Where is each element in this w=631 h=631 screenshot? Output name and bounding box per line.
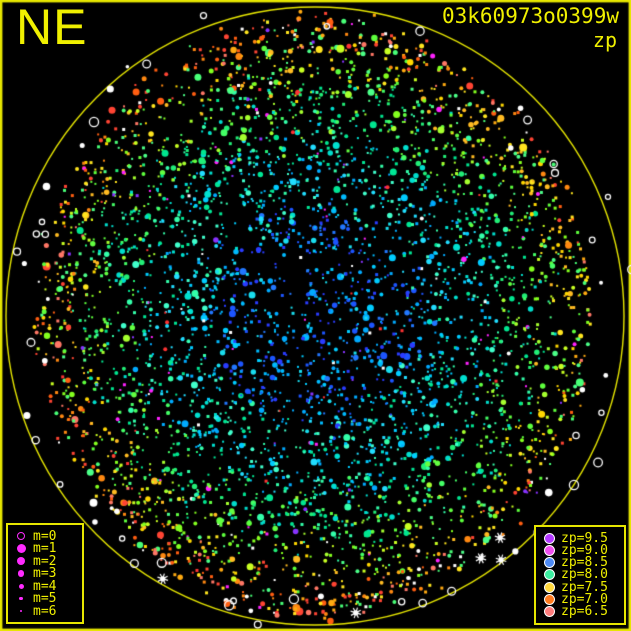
zp-legend-label: zp=7.5 [561,579,608,595]
marker-dot-icon [19,596,23,601]
orientation-label: NE [16,0,88,55]
zp-legend-row: zp=8.5 [541,555,620,571]
zp-legend-row: zp=9.0 [541,542,620,558]
zp-legend-symbol-icon [541,569,557,581]
filter-label: zp [592,28,617,52]
marker-dot-icon [20,610,22,612]
zp-legend-label: zp=9.5 [561,530,608,546]
zp-legend-row: zp=7.0 [541,592,620,608]
m-legend-row: m=2 [13,553,78,569]
zp-legend-row: zp=9.5 [541,530,620,546]
marker-dot-icon [543,581,555,593]
m-legend-label: m=6 [33,603,57,619]
zp-legend-label: zp=6.5 [561,604,608,620]
m-legend-row: m=3 [13,566,78,581]
m-legend-row: m=5 [13,591,78,606]
zp-legend-row: zp=6.5 [541,604,620,620]
marker-dot-icon [543,594,555,606]
m-legend-symbol-icon [13,570,29,577]
m-legend-row: m=0 [13,528,78,544]
m-legend-label: m=1 [33,541,57,556]
m-legend-label: m=3 [33,566,57,581]
zp-legend-row: zp=8.0 [541,567,620,583]
marker-dot-icon [17,557,25,565]
marker-dot-icon [543,606,555,618]
zp-legend-label: zp=9.0 [561,542,608,558]
marker-dot-icon [18,583,24,589]
zp-legend-row: zp=7.5 [541,579,620,595]
m-legend-row: m=4 [13,578,78,594]
m-legend-row: m=1 [13,541,78,556]
m-legend-symbol-icon [13,557,29,565]
zp-legend-symbol-icon [541,594,557,606]
m-legend-symbol-icon [13,596,29,601]
zp-legend-label: zp=7.0 [561,592,608,608]
zp-legend-label: zp=8.0 [561,567,608,583]
marker-dot-icon [543,557,555,569]
m-legend-symbol-icon [13,583,29,589]
zp-legend-symbol-icon [541,581,557,593]
m-legend-symbol-icon [13,532,29,540]
zp-legend-symbol-icon [541,544,557,556]
marker-dot-icon [543,544,555,556]
exposure-id: 03k60973o0399w [441,4,619,28]
zp-legend-label: zp=8.5 [561,555,608,571]
marker-dot-icon [543,569,555,581]
zp-legend-symbol-icon [541,532,557,544]
zeropoint-legend: zp=9.5 zp=9.0 zp=8.5 zp=8.0 zp=7.5 zp=7.0 zp=6… [534,525,626,625]
marker-dot-icon [16,544,26,553]
m-legend-label: m=4 [33,578,57,594]
marker-dot-icon [543,532,555,544]
magnitude-legend: m=0 m=1 m=2 m=3 m=4 m=5 m=6 [6,523,84,624]
m-legend-label: m=0 [33,528,57,544]
m-legend-label: m=2 [33,553,57,569]
m-legend-row: m=6 [13,603,78,619]
m-legend-label: m=5 [33,591,57,606]
m-legend-symbol-icon [13,610,29,612]
marker-dot-icon [17,570,25,577]
m-legend-symbol-icon [13,544,29,553]
zp-legend-symbol-icon [541,606,557,618]
marker-dot-icon [17,532,25,540]
zp-legend-symbol-icon [541,557,557,569]
